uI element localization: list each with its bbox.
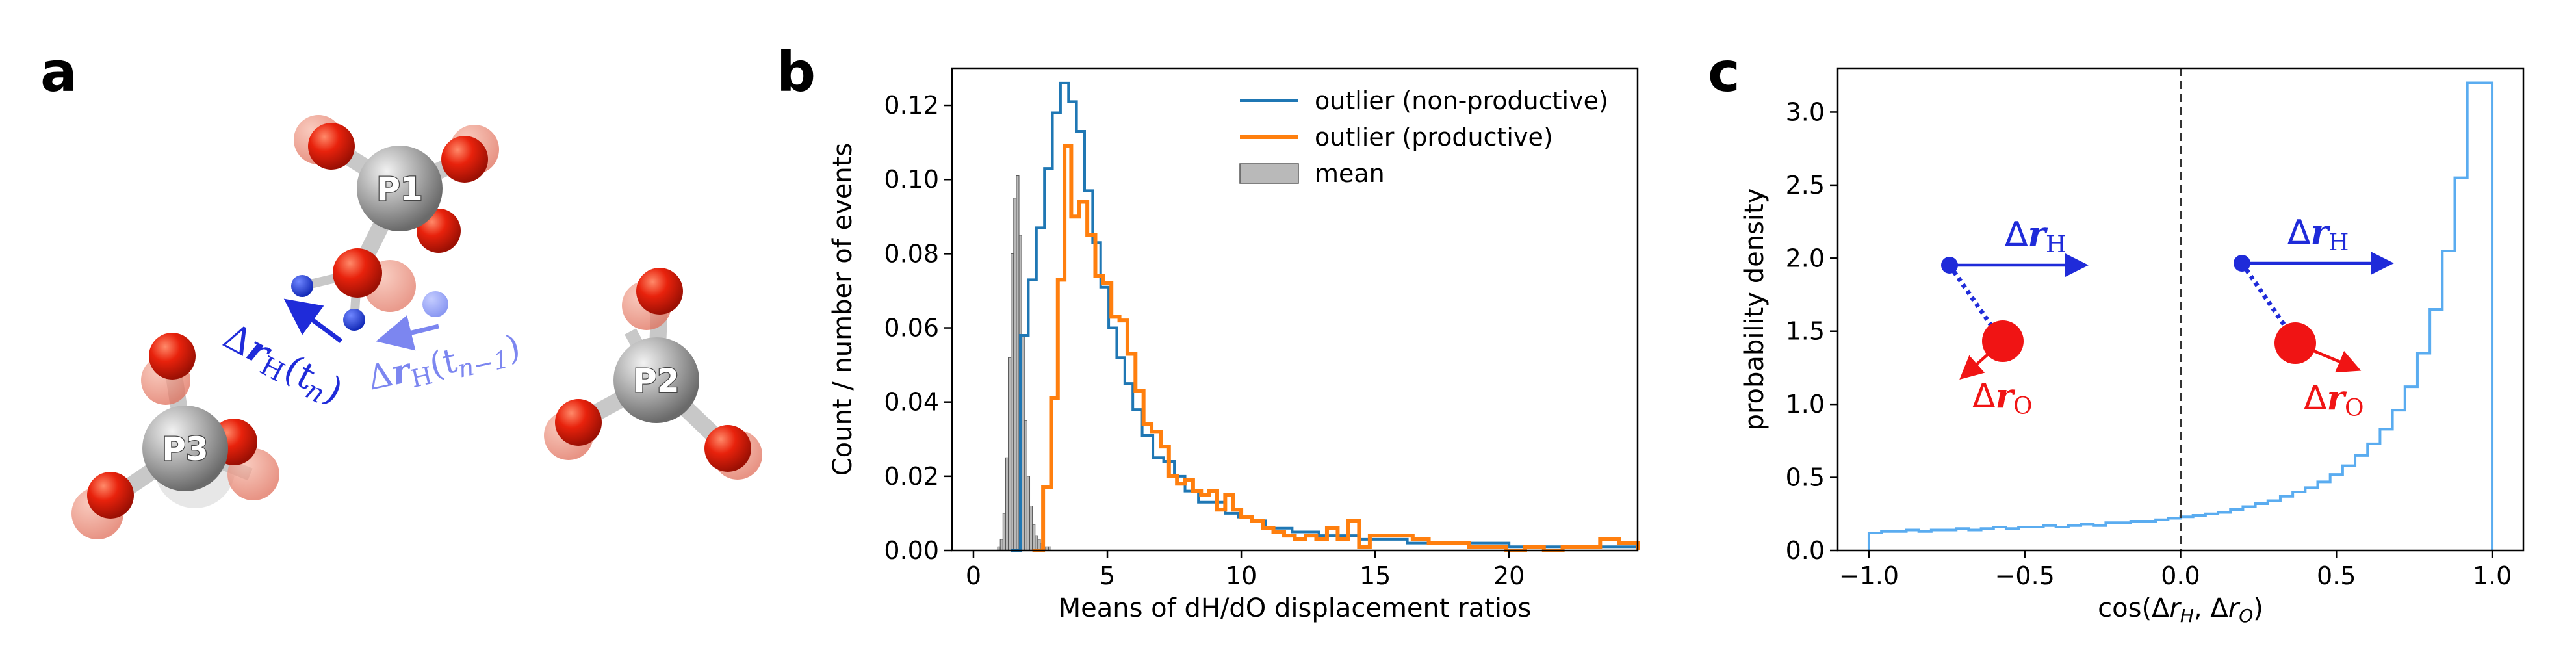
phosphorus-atom-p3 xyxy=(142,406,228,491)
y-tick-label: 1.5 xyxy=(1786,317,1825,346)
label-delta-ro-right: ΔrO xyxy=(2304,378,2364,422)
oxygen-atom xyxy=(87,472,134,519)
y-tick-label: 0.12 xyxy=(884,91,939,120)
legend-label: mean xyxy=(1315,159,1385,188)
x-tick-label: −0.5 xyxy=(1995,562,2055,590)
x-tick-label: 1.0 xyxy=(2473,562,2512,590)
series-line-0 xyxy=(1867,81,2494,550)
label-delta-rh-left: ΔrH xyxy=(2005,214,2066,258)
panel-a: a P1 ΔrH(tn) ΔrH(tn−1) xyxy=(40,40,762,539)
panel-letter-b: b xyxy=(777,40,816,104)
inset-left: ΔrH ΔrO xyxy=(1941,214,2089,420)
plot-frame-b xyxy=(951,67,1639,552)
inset-right: ΔrH ΔrO xyxy=(2234,213,2394,422)
histogram-bar xyxy=(1026,476,1031,551)
oxygen-atom xyxy=(333,248,382,298)
y-tick-label: 2.5 xyxy=(1786,171,1825,200)
hydrogen-atom xyxy=(343,309,365,331)
x-tick-label: 0 xyxy=(966,562,981,590)
y-tick-label: 0.5 xyxy=(1786,463,1825,492)
oxygen-atom xyxy=(636,268,683,315)
arrow-previous xyxy=(376,315,439,351)
y-tick-label: 0.04 xyxy=(884,388,939,417)
oxygen-atom xyxy=(555,399,602,446)
panel-letter-c: c xyxy=(1708,40,1740,104)
histogram-bar xyxy=(1013,198,1017,551)
h-o-dotted-link xyxy=(2240,262,2286,326)
legend-label: outlier (non-productive) xyxy=(1315,86,1608,115)
arrow-current xyxy=(283,298,343,343)
histogram-bar xyxy=(1008,357,1012,551)
phosphorus-atom-p2 xyxy=(613,337,699,423)
hydrogen-atom-previous xyxy=(422,291,448,317)
y-tick-label: 0.10 xyxy=(884,165,939,194)
histogram-bar xyxy=(1032,524,1036,551)
histogram-bar xyxy=(1024,420,1027,551)
histogram-bar xyxy=(1002,513,1006,551)
histogram-bar xyxy=(1035,535,1038,551)
x-tick-label: 0.0 xyxy=(2161,562,2200,590)
x-ticks-c: −1.0 −0.5 0.0 0.5 1.0 xyxy=(1839,550,2512,590)
y-tick-label: 0.08 xyxy=(884,239,939,268)
histogram-bar xyxy=(1016,175,1020,551)
y-tick-label: 0.0 xyxy=(1786,536,1825,565)
label-delta-ro-left: ΔrO xyxy=(1972,376,2033,420)
panel-letter-a: a xyxy=(40,40,77,104)
x-ticks-b: 0 5 10 15 20 xyxy=(966,550,1525,590)
outlier-step-lines xyxy=(1011,81,1640,552)
x-axis-label-b: Means of dH/dO displacement ratios xyxy=(1059,593,1532,623)
histogram-bar xyxy=(1021,335,1025,551)
oxygen-atom xyxy=(149,333,196,380)
legend-b: outlier (non-productive) outlier (product… xyxy=(1239,86,1608,188)
label-delta-rh-right: ΔrH xyxy=(2287,213,2349,256)
x-tick-label: −1.0 xyxy=(1839,562,1899,590)
y-tick-label: 3.0 xyxy=(1786,97,1825,126)
hydrogen-atom xyxy=(291,275,313,297)
oxygen-dot xyxy=(2274,322,2316,364)
y-tick-label: 1.0 xyxy=(1786,390,1825,419)
density-step-line xyxy=(1867,81,2494,550)
y-tick-label: 0.00 xyxy=(884,536,939,565)
hydrogen-dot xyxy=(2234,255,2250,272)
y-tick-label: 0.06 xyxy=(884,314,939,342)
x-tick-label: 5 xyxy=(1100,562,1115,590)
legend-label: outlier (productive) xyxy=(1315,123,1553,151)
y-tick-label: 0.02 xyxy=(884,462,939,491)
atom-label-p3: P3 xyxy=(162,430,208,468)
molecule-p1: P1 xyxy=(291,115,499,331)
x-tick-label: 15 xyxy=(1359,562,1391,590)
x-axis-label-c: cos(ΔrH, ΔrO) xyxy=(2098,593,2263,627)
x-tick-label: 0.5 xyxy=(2317,562,2356,590)
legend-swatch xyxy=(1239,163,1299,184)
histogram-bar xyxy=(1005,457,1009,551)
atom-label-p1: P1 xyxy=(376,170,422,208)
oxygen-atom xyxy=(308,123,355,170)
phosphorus-atom-p1 xyxy=(357,146,443,231)
x-tick-label: 10 xyxy=(1226,562,1257,590)
histogram-bar xyxy=(1011,253,1014,551)
y-ticks-b: 0.00 0.02 0.04 0.06 0.08 0.10 0.12 xyxy=(884,91,952,565)
series-line-1 xyxy=(1032,144,1640,552)
panel-b: b 0 5 10 15 20 0.000.020.040.060.080.100.12 … xyxy=(777,40,1640,623)
atom-label-p2: P2 xyxy=(633,362,679,400)
oxygen-dot xyxy=(1982,320,2024,362)
h-o-dotted-link xyxy=(1948,264,1994,328)
y-tick-label: 2.0 xyxy=(1786,244,1825,272)
hydrogen-dot xyxy=(1941,257,1958,274)
label-delta-rh-tn-1: ΔrH(tn−1) xyxy=(364,327,524,402)
x-tick-label: 20 xyxy=(1493,562,1525,590)
series-line-0 xyxy=(1011,81,1639,552)
panel-c: c −1.0 −0.5 0.0 0.5 1.0 0.0 0.5 1.0 1.5 2.0 2.5 3.… xyxy=(1708,40,2525,627)
y-axis-label-b: Count / number of events xyxy=(828,143,858,476)
oxygen-atom xyxy=(704,425,751,472)
molecule-p3: P3 xyxy=(71,333,279,539)
label-delta-rh-tn: ΔrH(tn) xyxy=(215,315,350,416)
molecule-p2: P2 xyxy=(544,268,762,480)
oxygen-atom xyxy=(441,136,488,183)
histogram-bar xyxy=(1029,506,1033,551)
histogram-bar xyxy=(999,539,1003,551)
y-axis-label-c: probability density xyxy=(1740,188,1770,431)
y-ticks-c: 0.0 0.5 1.0 1.5 2.0 2.5 3.0 xyxy=(1786,97,1838,565)
